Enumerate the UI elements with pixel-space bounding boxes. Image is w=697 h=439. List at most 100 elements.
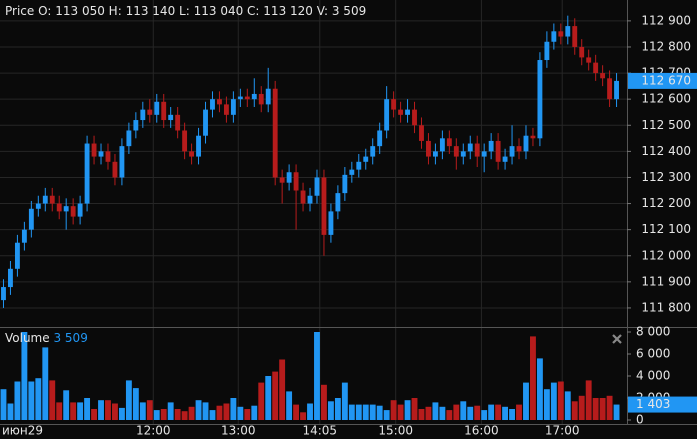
- volume-bar: [383, 410, 390, 420]
- candle-body: [14, 242, 20, 269]
- volume-bar: [223, 403, 230, 420]
- candle-body: [265, 88, 271, 105]
- volume-bar: [321, 384, 327, 420]
- v-tick-label: 8 000: [636, 325, 670, 339]
- candle-body: [21, 229, 27, 243]
- x-tick-label: 12:00: [136, 424, 171, 438]
- candle-body: [56, 203, 62, 212]
- candle-body: [335, 193, 341, 212]
- volume-bar: [536, 358, 543, 420]
- candle-body: [460, 151, 466, 157]
- last-price-label: 112 670: [641, 73, 691, 87]
- volume-bar: [439, 406, 446, 420]
- volume-value: 3 509: [53, 331, 87, 345]
- volume-bar: [139, 402, 146, 420]
- volume-bar: [237, 406, 244, 420]
- volume-bar: [502, 406, 509, 420]
- candle-body: [112, 161, 118, 178]
- candle-body: [28, 208, 34, 230]
- candle-body: [412, 109, 417, 126]
- candle-body: [140, 109, 146, 121]
- volume-header: Volume 3 509: [5, 331, 88, 345]
- volume-bar: [557, 381, 564, 420]
- candle-body: [175, 114, 181, 131]
- candle-body: [453, 146, 459, 157]
- candle-body: [182, 130, 188, 152]
- volume-bar: [0, 389, 7, 420]
- candle-body: [42, 195, 48, 204]
- volume-bar: [355, 404, 362, 420]
- volume-bar: [63, 390, 70, 420]
- volume-bar: [125, 380, 132, 420]
- volume-bar: [460, 401, 467, 420]
- volume-bar: [195, 400, 202, 420]
- volume-bar: [244, 409, 251, 420]
- volume-bar: [418, 409, 425, 420]
- y-tick-label: 112 100: [641, 222, 691, 236]
- volume-bar: [369, 404, 376, 420]
- header-title: Price: [5, 4, 34, 18]
- volume-bar: [216, 405, 223, 420]
- y-tick-label: 111 900: [641, 274, 691, 288]
- candle-body: [203, 109, 208, 136]
- volume-bar: [181, 411, 188, 420]
- volume-bar: [348, 404, 355, 420]
- volume-bar: [49, 380, 56, 420]
- candle-body: [105, 151, 111, 162]
- candle-body: [307, 195, 313, 204]
- volume-bar: [341, 382, 348, 420]
- candle-body: [384, 99, 390, 131]
- header-field-value: 113 140: [126, 4, 176, 18]
- candle-body: [196, 135, 201, 157]
- header-field-value: 113 040: [194, 4, 244, 18]
- volume-bar: [411, 398, 418, 420]
- candle-body: [405, 109, 410, 115]
- candle-body: [488, 140, 494, 152]
- candle-body: [467, 143, 473, 152]
- volume-bar: [495, 404, 502, 420]
- y-tick-label: 112 300: [641, 170, 691, 184]
- header-field-value: 3 509: [332, 4, 366, 18]
- candle-body: [558, 31, 564, 37]
- candle-body: [509, 146, 515, 157]
- candle-body: [84, 143, 90, 204]
- header-field-label: O:: [38, 4, 51, 18]
- volume-bar: [188, 406, 195, 420]
- volume-bar: [481, 410, 488, 420]
- candle-body: [314, 177, 320, 196]
- volume-bar: [286, 391, 293, 420]
- x-tick-label: июн29: [2, 424, 43, 438]
- candle-body: [77, 203, 83, 217]
- candle-body: [523, 135, 529, 152]
- volume-bar: [14, 381, 21, 420]
- candle-body: [593, 62, 599, 74]
- volume-bar: [523, 382, 529, 420]
- candle-body: [530, 135, 536, 139]
- close-icon[interactable]: [612, 334, 622, 344]
- volume-bar: [7, 403, 14, 420]
- candle-body: [223, 104, 229, 115]
- candle-body: [133, 120, 139, 131]
- candle-body: [419, 125, 424, 141]
- volume-bar: [167, 402, 174, 420]
- volume-bar: [56, 402, 63, 420]
- candle-body: [398, 109, 404, 115]
- v-tick-label: 6 000: [636, 347, 670, 361]
- volume-bar: [571, 401, 578, 420]
- volume-bar: [307, 403, 313, 420]
- volume-bar: [279, 359, 286, 420]
- candle-body: [70, 206, 76, 217]
- volume-bar: [98, 400, 104, 420]
- volume-bar: [300, 412, 306, 420]
- volume-bar: [585, 380, 592, 420]
- volume-bar: [84, 398, 91, 420]
- candle-body: [126, 130, 132, 147]
- y-tick-label: 112 500: [641, 118, 691, 132]
- candle-body: [251, 93, 257, 100]
- volume-bar: [105, 400, 111, 420]
- candle-body: [537, 60, 543, 139]
- volume-bar: [425, 406, 432, 420]
- candle-body: [516, 146, 522, 152]
